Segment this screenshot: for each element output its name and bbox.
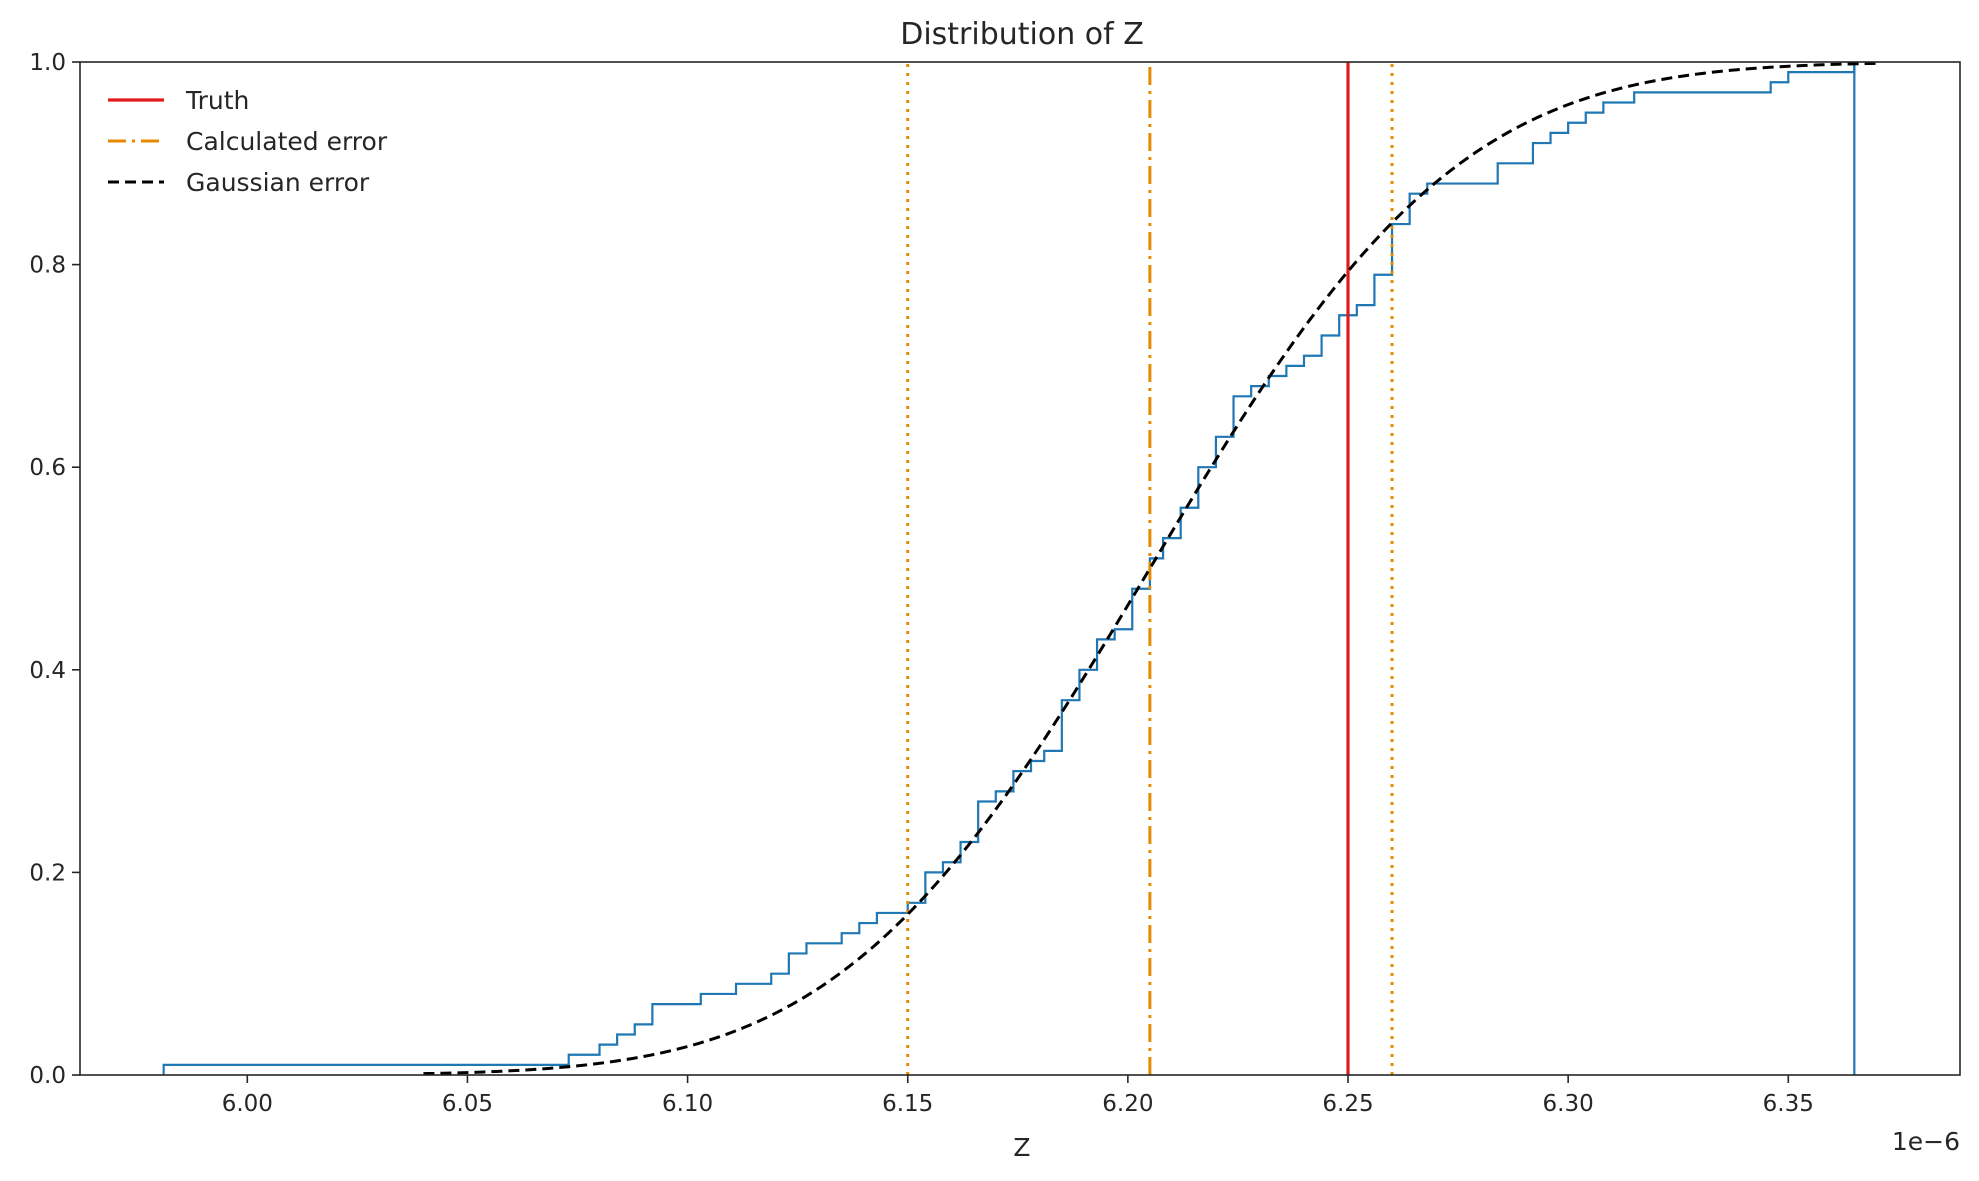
ecdf-step-line — [162, 62, 1856, 1075]
x-tick-label: 6.30 — [1543, 1091, 1594, 1117]
legend-truth-label: Truth — [185, 86, 249, 115]
x-tick-label: 6.25 — [1322, 1091, 1373, 1117]
gaussian-error-curve — [423, 62, 1877, 1075]
x-tick-label: 6.15 — [882, 1091, 933, 1117]
x-tick-label: 6.10 — [662, 1091, 713, 1117]
plot-area — [162, 62, 1877, 1075]
y-tick-label: 0.6 — [29, 455, 66, 481]
x-tick-label: 6.20 — [1102, 1091, 1153, 1117]
y-tick-label: 0.2 — [29, 860, 66, 886]
chart-title: Distribution of Z — [900, 17, 1144, 52]
y-tick-label: 0.8 — [29, 253, 66, 279]
x-scale-offset-label: 1e−6 — [1892, 1127, 1960, 1156]
legend-gaussian-error-label: Gaussian error — [186, 168, 370, 197]
legend-calculated-error-label: Calculated error — [186, 127, 388, 156]
y-tick-label: 0.4 — [29, 658, 66, 684]
x-tick-label: 6.35 — [1763, 1091, 1814, 1117]
x-tick-label: 6.00 — [222, 1091, 273, 1117]
x-axis-label: Z — [1013, 1133, 1030, 1162]
legend: Truth Calculated error Gaussian error — [108, 86, 388, 197]
x-tick-label: 6.05 — [442, 1091, 493, 1117]
axes-frame — [79, 61, 1961, 1076]
axes: 6.00 6.05 6.10 6.15 6.20 6.25 6.30 6.35 0.0 0.2 0.… — [29, 50, 1961, 1117]
y-tick-label: 1.0 — [29, 50, 66, 76]
y-tick-label: 0.0 — [29, 1063, 66, 1089]
